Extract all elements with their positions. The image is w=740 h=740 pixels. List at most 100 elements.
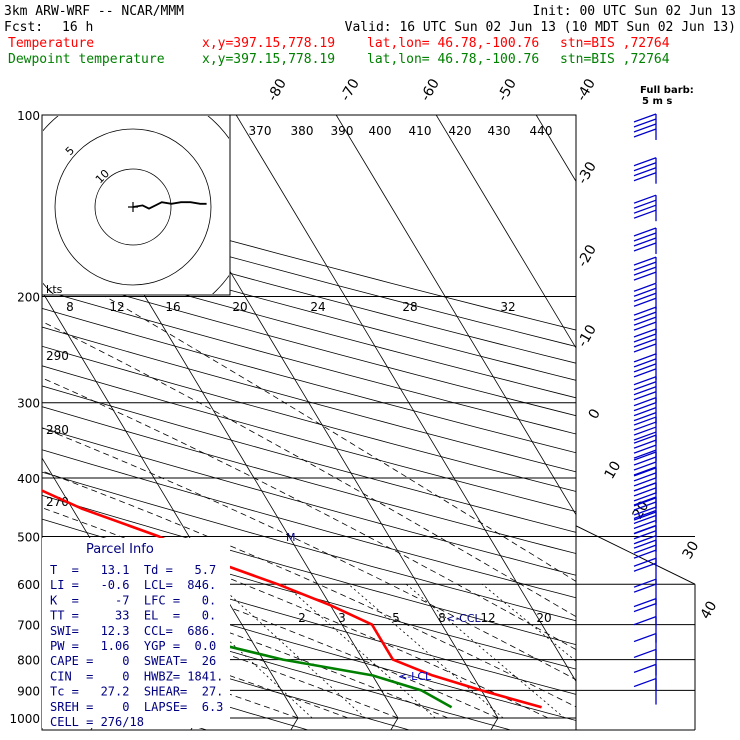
wind-barb (633, 578, 657, 606)
theta-e-label: 430 (488, 124, 511, 138)
temperature-stn: stn=BIS ,72764 (560, 36, 670, 51)
hodograph-origin-marker (128, 202, 138, 212)
pressure-tick-label: 900 (17, 684, 40, 698)
wind-barb-flag (633, 227, 657, 237)
wind-barb-flag (633, 386, 657, 396)
wind-barb (633, 467, 657, 494)
isotherm-label: 10 (602, 459, 625, 482)
dry-adiabat-line (42, 427, 576, 576)
pressure-tick-label: 600 (17, 578, 40, 592)
wind-barb-flag (633, 456, 657, 466)
wind-barb-flag (633, 407, 657, 417)
dry-adiabat-line (42, 237, 576, 381)
isotherm-line-ext (290, 717, 299, 730)
mixing-ratio-label: 8 (438, 611, 446, 625)
wind-barb-flag (633, 506, 657, 516)
isotherm-label: 40 (698, 599, 721, 622)
wind-barb-flag (633, 544, 657, 554)
dry-adiabat-line (42, 471, 576, 622)
wind-barb-flag (633, 391, 657, 401)
wind-barb-flag (633, 616, 657, 626)
isotherm-label: -40 (574, 76, 599, 104)
mixing-ratio-line (218, 583, 366, 719)
wind-barb-flag (633, 297, 657, 307)
wind-barb-flag (633, 209, 657, 219)
isotherm-line (235, 115, 576, 683)
hodograph-ring (54, 128, 212, 286)
wind-barb-flag (633, 321, 657, 331)
pressure-tick-label: 800 (17, 654, 40, 668)
wind-barb-flag (633, 123, 657, 133)
wind-barb-flag (633, 477, 657, 487)
temperature-latlon: lat,lon= 46.78,-100.76 (367, 36, 539, 51)
wind-barb (633, 194, 657, 222)
wind-barb-flag (633, 282, 657, 292)
isotherm-line-ext (691, 718, 698, 730)
hodograph-rings: 105 (43, 116, 229, 294)
dewpoint-legend: Dewpoint temperature (8, 52, 165, 67)
isotherm-label: -80 (265, 76, 290, 104)
isotherm-line-ext (390, 717, 399, 730)
right-frame-diagonal (575, 525, 696, 585)
isotherm-line (42, 290, 299, 719)
barb-key-line1: Full barb: (640, 85, 694, 96)
wind-barb (633, 113, 657, 140)
isotherm-label: 30 (680, 539, 703, 562)
dry-adiabat-line (42, 289, 576, 435)
wind-barb-flag (633, 237, 657, 247)
wind-barb-flag (633, 525, 657, 535)
theta-label: 16 (165, 300, 180, 314)
parcel-info-row: CELL = 276/18 (50, 715, 144, 729)
dry-adiabat-line (42, 326, 576, 473)
wind-barb-flag (633, 412, 657, 422)
hodograph-frame (41, 114, 231, 296)
theta-e-label: 410 (409, 124, 432, 138)
wind-barb-flag (633, 199, 657, 209)
forecast-label: Fcst: (4, 20, 43, 35)
theta-e-label: 400 (369, 124, 392, 138)
wind-barb (633, 677, 657, 705)
wind-barb-flag (633, 256, 657, 266)
wind-barb-flag (633, 439, 657, 449)
m-marker: M (286, 531, 296, 544)
mixing-ratio-label: 5 (392, 611, 400, 625)
dry-adiabat-line (42, 271, 576, 417)
wind-barb (633, 525, 657, 552)
sounding-profiles (42, 489, 542, 709)
parcel-info-title: Parcel Info (86, 542, 154, 557)
model-title: 3km ARW-WRF -- NCAR/MMM (4, 4, 184, 19)
wind-barb-flag (633, 562, 657, 572)
theta-left-label: 270 (46, 495, 69, 509)
wind-barb-flag (633, 472, 657, 482)
wind-barb-flag (633, 549, 657, 559)
dewpoint-stn: stn=BIS ,72764 (560, 52, 670, 67)
forecast-value: 16 h (62, 20, 93, 35)
wind-barb-flag (633, 511, 657, 521)
wind-barb-flag (633, 416, 657, 426)
wind-barb-flag (633, 663, 657, 674)
wind-barb-flag (633, 338, 657, 348)
wind-barb-flag (633, 602, 657, 613)
wind-barb-flag (633, 118, 657, 128)
dry-adiabat-line (42, 254, 576, 399)
lcl-label: <-LCL (398, 670, 432, 683)
mixing-ratio-label: 20 (536, 611, 551, 625)
wind-barb-flag (633, 306, 657, 316)
isotherm-label: -30 (575, 159, 600, 187)
temperature-xy: x,y=397.15,778.19 (202, 36, 335, 51)
parcel-info-row: CIN = 0 HWBZ= 1841. (50, 669, 223, 683)
isotherm-label: -50 (495, 76, 520, 104)
hodograph-ring (94, 168, 172, 246)
wind-barb-flag (633, 271, 657, 281)
wind-barb-flag (633, 583, 657, 593)
theta-e-label: 380 (291, 124, 314, 138)
isotherm-line (335, 115, 576, 516)
dry-adiabat-line (42, 449, 576, 599)
wind-barb-flag (633, 514, 657, 525)
mixing-ratio-line (348, 583, 504, 719)
wind-barb-flag (633, 358, 657, 368)
wind-barb-flag (633, 648, 657, 659)
mixing-ratio-label: 3 (338, 611, 346, 625)
parcel-info-box: Parcel Info T = 13.1 Td = 5.7LI = -0.6 L… (42, 538, 230, 729)
wind-barb-flag (633, 368, 657, 378)
